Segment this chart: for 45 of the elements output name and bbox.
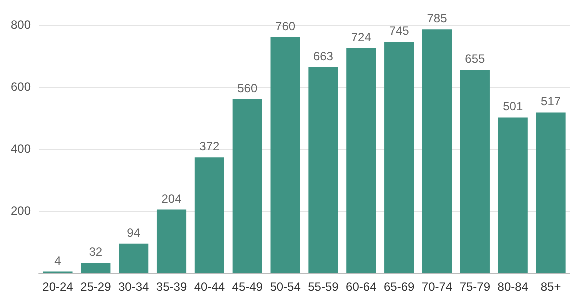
data-label: 501 <box>503 100 524 114</box>
bar <box>384 42 414 273</box>
data-label: 94 <box>127 226 141 240</box>
data-label: 760 <box>276 19 296 34</box>
bar <box>498 118 528 273</box>
x-tick-label: 75-79 <box>460 280 491 294</box>
bar <box>536 112 566 273</box>
data-label: 204 <box>162 192 182 206</box>
bar <box>156 210 187 273</box>
bar <box>81 263 111 273</box>
data-label: 32 <box>89 245 103 260</box>
y-tick-label: 600 <box>10 80 32 94</box>
x-tick-label: 60-64 <box>346 280 378 294</box>
x-tick-label: 65-69 <box>384 280 415 294</box>
bar <box>194 158 224 273</box>
x-tick-label: 55-59 <box>308 280 340 294</box>
bar <box>270 37 300 273</box>
y-tick-label: 800 <box>10 18 32 32</box>
x-tick-label: 85+ <box>540 280 562 294</box>
x-tick-label: 20-24 <box>42 280 74 294</box>
y-tick-label: 400 <box>10 142 32 156</box>
data-label: 663 <box>313 49 334 64</box>
data-label: 560 <box>238 81 258 96</box>
x-tick-label: 50-54 <box>270 280 302 294</box>
x-tick-label: 80-84 <box>498 280 529 294</box>
data-label: 724 <box>351 30 372 45</box>
data-label: 372 <box>200 140 220 154</box>
bar <box>308 67 338 273</box>
x-tick-label: 40-44 <box>194 280 226 294</box>
bar <box>232 99 262 273</box>
x-tick-label: 35-39 <box>156 280 188 294</box>
y-tick-label: 200 <box>10 204 32 218</box>
x-tick-label: 30-34 <box>118 280 150 294</box>
bar <box>119 244 149 273</box>
x-tick-label: 45-49 <box>232 280 264 294</box>
x-tick-label: 25-29 <box>80 280 112 294</box>
data-label: 655 <box>465 52 486 66</box>
data-label: 745 <box>389 24 410 38</box>
data-label: 517 <box>541 94 562 109</box>
bar <box>460 70 490 273</box>
bar <box>346 48 376 273</box>
bar <box>422 30 452 273</box>
data-label: 785 <box>427 12 448 26</box>
x-tick-label: 70-74 <box>422 280 453 294</box>
data-label: 4 <box>54 254 62 268</box>
